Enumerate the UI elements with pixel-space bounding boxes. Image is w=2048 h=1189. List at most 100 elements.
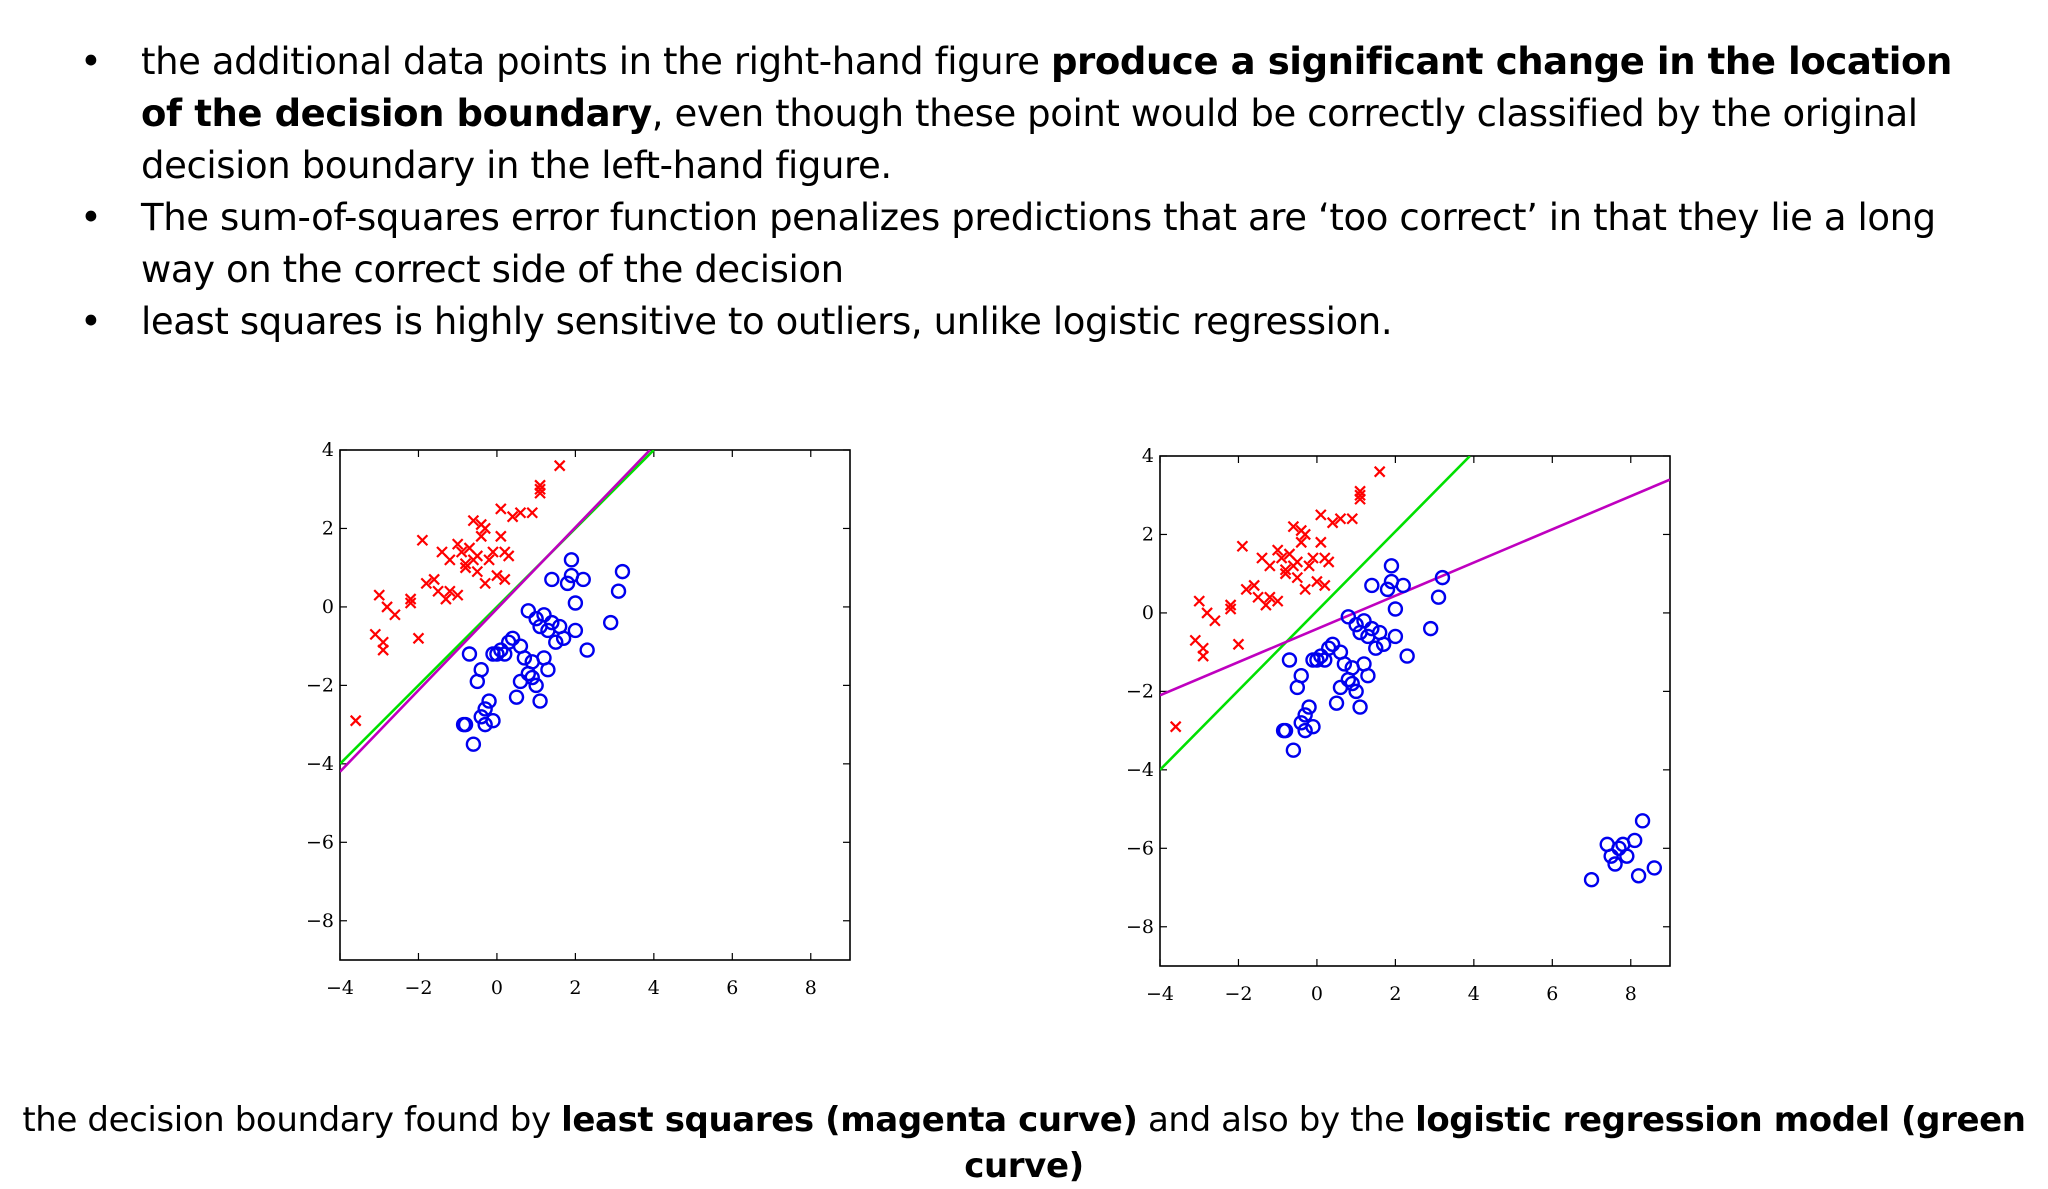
- cross-point: [471, 565, 484, 578]
- circle-point: [532, 693, 548, 709]
- y-tick-label: −6: [1126, 837, 1154, 859]
- x-tick-label: 0: [1311, 983, 1323, 1005]
- text-run: and also by the: [1137, 1100, 1416, 1140]
- circle-point: [602, 614, 619, 631]
- circle-point: [1646, 860, 1663, 876]
- cross-point: [1279, 563, 1292, 576]
- y-tick-label: −8: [1126, 916, 1154, 938]
- chart-right: −4 −2 0 2 4 6 8 −8 −6 −4 −2 0 2 4: [1126, 445, 1671, 1005]
- circle-point: [1313, 648, 1329, 664]
- text-run: least squares is highly sensitive to out…: [141, 300, 1393, 343]
- circle-point: [575, 571, 591, 588]
- circle-point: [485, 712, 501, 729]
- circle-point: [610, 583, 627, 599]
- circle-point: [1399, 648, 1415, 664]
- cross-point: [502, 550, 515, 562]
- x-tick-label: −4: [326, 977, 354, 999]
- circle-point: [516, 650, 533, 666]
- circle-point: [544, 614, 560, 631]
- x-tick-label: 2: [1389, 983, 1401, 1005]
- cross-point: [1346, 512, 1359, 525]
- circle-point: [1297, 722, 1313, 739]
- y-tick-label: 4: [1142, 445, 1154, 467]
- cross-point: [420, 577, 433, 590]
- circle-point: [540, 661, 556, 678]
- circle-point: [1336, 656, 1353, 672]
- cross-point: [467, 514, 480, 527]
- cross-point: [444, 554, 456, 566]
- cross-point: [1224, 603, 1237, 615]
- cross-point: [1271, 595, 1284, 607]
- circle-point: [528, 677, 544, 694]
- plot-frame: [1159, 455, 1671, 967]
- y-tick-label: 0: [322, 596, 334, 618]
- cross-point: [428, 573, 440, 586]
- y-tick-label: −2: [1126, 680, 1154, 702]
- cross-point: [498, 573, 511, 586]
- x-tick-label: 6: [1546, 983, 1558, 1005]
- cross-point: [1318, 579, 1331, 592]
- x-tick-label: −2: [1224, 983, 1252, 1005]
- circle-point: [1387, 601, 1404, 617]
- cross-point: [1322, 556, 1335, 568]
- circle-point: [1309, 652, 1325, 668]
- bullet-item: • least squares is highly sensitive to ou…: [80, 296, 1980, 348]
- logistic-boundary-line: [340, 450, 655, 765]
- cross-point: [1354, 485, 1366, 498]
- x-tick-label: 4: [1468, 983, 1480, 1005]
- cross-point: [1197, 642, 1209, 655]
- circle-point: [1434, 569, 1451, 586]
- text-run: , even though these point would be corre…: [141, 92, 1918, 187]
- cross-point: [451, 538, 464, 550]
- circle-point: [1348, 683, 1364, 700]
- cross-point: [404, 597, 417, 609]
- cross-point: [1224, 599, 1237, 611]
- circle-point: [477, 716, 493, 733]
- circle-point: [524, 669, 540, 686]
- cross-point: [479, 577, 491, 590]
- circle-point: [536, 607, 552, 623]
- x-tick-label: −2: [404, 977, 432, 999]
- circle-point: [1301, 699, 1317, 715]
- circle-point: [455, 716, 472, 733]
- plot-frame: [339, 449, 851, 961]
- circle-point: [461, 646, 478, 662]
- x-tick-label: 8: [1625, 983, 1637, 1005]
- circle-point: [493, 642, 509, 658]
- cross-point: [471, 550, 484, 562]
- cross-point: [1299, 583, 1311, 596]
- circle-point: [563, 552, 580, 568]
- x-tick-label: 2: [569, 977, 581, 999]
- cross-point: [553, 459, 566, 472]
- y-tick-label: 0: [1142, 602, 1154, 624]
- bullet-marker: •: [80, 300, 102, 343]
- cross-point: [1260, 599, 1272, 611]
- cross-point: [1264, 560, 1276, 572]
- least-squares-boundary-line: [340, 450, 651, 773]
- circle-point: [1607, 856, 1623, 872]
- text-run: The sum-of-squares error function penali…: [141, 196, 1936, 291]
- circle-point: [489, 646, 505, 662]
- cross-point: [1264, 591, 1276, 604]
- y-tick-label: 2: [322, 517, 334, 539]
- cross-point: [389, 608, 401, 621]
- circle-point: [1395, 577, 1411, 594]
- bullet-marker: •: [80, 196, 102, 239]
- bullet-list: • the additional data points in the right…: [80, 36, 1980, 348]
- bullet-marker: •: [80, 40, 102, 83]
- cross-point: [1291, 571, 1304, 584]
- cross-point: [506, 510, 519, 523]
- y-tick-label: −4: [1126, 759, 1154, 781]
- circle-point: [1275, 722, 1292, 739]
- circle-point: [504, 630, 521, 647]
- circle-point: [1364, 620, 1380, 637]
- circle-point: [1285, 742, 1302, 758]
- cross-point: [1326, 516, 1339, 529]
- cross-point: [1307, 552, 1319, 564]
- chart-left: −4 −2 0 2 4 6 8 −8 −6 −4 −2 0 2 4: [306, 439, 851, 999]
- circle-point: [1383, 558, 1400, 574]
- cross-point: [440, 593, 452, 605]
- y-tick-label: −2: [306, 674, 334, 696]
- circle-point: [1352, 699, 1368, 715]
- circle-point: [614, 563, 631, 580]
